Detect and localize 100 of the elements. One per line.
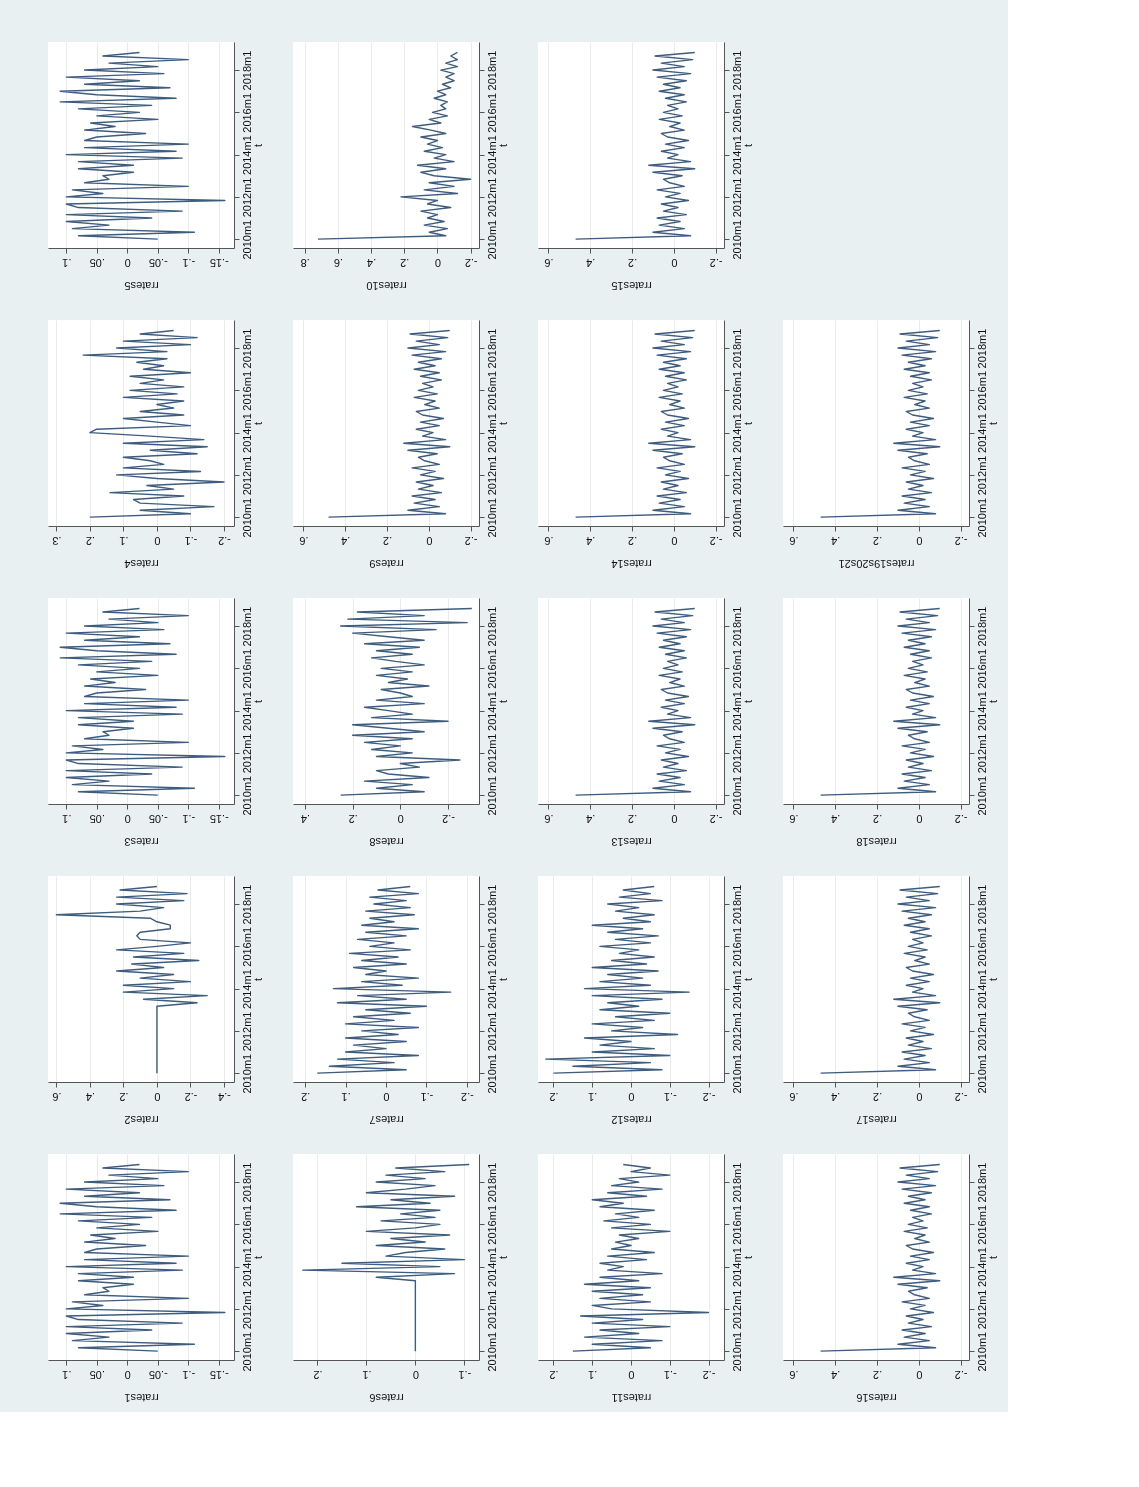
y-tick-label: 2012m1 xyxy=(240,1289,253,1330)
y-tick-label: 2014m1 xyxy=(730,1247,743,1287)
y-tick-label: 2012m1 xyxy=(240,1011,253,1052)
y-tick-label: 2018m1 xyxy=(240,50,253,91)
y-axis-title: t xyxy=(986,699,999,704)
y-tick-label: 2010m1 xyxy=(240,775,253,816)
y-tick-label: 2018m1 xyxy=(975,328,988,369)
x-tick-label: -.2 xyxy=(702,1368,716,1381)
y-tick-label: 2012m1 xyxy=(485,733,498,774)
y-axis-title: t xyxy=(496,143,509,148)
x-axis-title: rrates5 xyxy=(124,279,159,292)
y-tick-label: 2014m1 xyxy=(485,691,498,731)
y-tick-label: 2016m1 xyxy=(975,1204,988,1245)
x-tick-label: 0 xyxy=(916,812,923,825)
y-tick-label: 2018m1 xyxy=(730,884,743,925)
x-tick-label: 0 xyxy=(671,534,678,547)
y-tick-label: 2010m1 xyxy=(485,219,498,260)
y-tick-label: 2014m1 xyxy=(730,413,743,453)
y-tick-label: 2012m1 xyxy=(975,1011,988,1052)
x-tick-label: .8 xyxy=(300,256,310,269)
x-tick-label: .05 xyxy=(89,812,105,825)
y-tick-label: 2016m1 xyxy=(730,926,743,967)
x-tick-label: 0 xyxy=(916,1368,923,1381)
x-axis-title: rrates19s20s21 xyxy=(838,557,915,570)
x-tick-label: .2 xyxy=(872,812,883,825)
y-tick-label: 2014m1 xyxy=(730,135,743,175)
y-tick-label: 2012m1 xyxy=(485,1289,498,1330)
y-axis-title: t xyxy=(496,699,509,704)
y-tick-label: 2016m1 xyxy=(730,370,743,411)
y-tick-label: 2014m1 xyxy=(975,413,988,453)
x-tick-label: .4 xyxy=(366,256,377,269)
x-tick-label: .2 xyxy=(627,534,638,547)
x-tick-label: 0 xyxy=(426,534,433,547)
y-tick-label: 2012m1 xyxy=(730,177,743,218)
x-tick-label: -.2 xyxy=(184,1090,198,1103)
y-tick-label: 2014m1 xyxy=(975,691,988,731)
x-axis-title: rrates16 xyxy=(856,1391,897,1404)
x-tick-label: -.2 xyxy=(464,534,478,547)
x-tick-label: -.15 xyxy=(209,1368,229,1381)
x-tick-label: -.2 xyxy=(954,812,968,825)
y-tick-label: 2012m1 xyxy=(485,455,498,496)
y-tick-label: 2014m1 xyxy=(240,413,253,453)
y-tick-label: 2012m1 xyxy=(240,177,253,218)
x-tick-label: .2 xyxy=(313,1368,323,1381)
x-tick-label: -.2 xyxy=(954,1368,968,1381)
x-tick-label: .2 xyxy=(627,256,638,269)
x-tick-label: -.2 xyxy=(709,256,723,269)
x-tick-label: 0 xyxy=(412,1368,419,1381)
x-tick-label: .4 xyxy=(85,1090,95,1103)
x-axis-title: rrates15 xyxy=(611,279,652,292)
x-tick-label: 0 xyxy=(916,1090,923,1103)
y-tick-label: 2018m1 xyxy=(975,1162,988,1203)
x-tick-label: .1 xyxy=(62,1368,72,1381)
y-tick-label: 2016m1 xyxy=(975,926,988,967)
x-tick-label: 0 xyxy=(916,534,923,547)
y-axis-title: t xyxy=(741,143,754,148)
x-tick-label: 0 xyxy=(434,256,442,269)
y-axis-title: t xyxy=(741,699,754,704)
x-tick-label: .1 xyxy=(362,1368,372,1381)
x-tick-label: 0 xyxy=(397,812,404,825)
x-axis-title: rrates13 xyxy=(611,835,652,848)
y-tick-label: 2012m1 xyxy=(730,1011,743,1052)
x-tick-label: .1 xyxy=(119,534,129,547)
x-tick-label: -.4 xyxy=(218,1090,231,1103)
y-tick-label: 2016m1 xyxy=(485,1204,498,1245)
x-tick-label: -.2 xyxy=(954,1090,968,1103)
x-axis-title: rrates18 xyxy=(856,835,897,848)
y-tick-label: 2012m1 xyxy=(485,1011,498,1052)
x-tick-label: .6 xyxy=(544,256,554,269)
x-tick-label: 0 xyxy=(383,1090,390,1103)
y-tick-label: 2010m1 xyxy=(975,497,988,538)
y-tick-label: 2012m1 xyxy=(975,733,988,774)
x-tick-label: .6 xyxy=(299,534,309,547)
y-tick-label: 2012m1 xyxy=(730,455,743,496)
y-tick-label: 2018m1 xyxy=(730,606,743,647)
y-tick-label: 2014m1 xyxy=(240,1247,253,1287)
x-tick-label: -.2 xyxy=(218,534,231,547)
y-tick-label: 2018m1 xyxy=(485,1162,498,1203)
y-tick-label: 2014m1 xyxy=(975,1247,988,1287)
x-tick-label: 0 xyxy=(154,1090,161,1103)
y-tick-label: 2010m1 xyxy=(730,497,743,538)
x-tick-label: -.1 xyxy=(663,1090,677,1103)
x-tick-label: -.2 xyxy=(954,534,968,547)
y-axis-title: t xyxy=(986,421,999,426)
y-tick-label: 2018m1 xyxy=(485,50,498,91)
y-tick-label: 2016m1 xyxy=(240,1204,253,1245)
x-axis-title: rrates10 xyxy=(366,279,407,292)
y-tick-label: 2016m1 xyxy=(975,370,988,411)
x-tick-label: -.2 xyxy=(442,812,455,825)
x-tick-label: -.1 xyxy=(184,534,198,547)
x-tick-label: 0 xyxy=(628,1368,635,1381)
y-tick-label: 2018m1 xyxy=(485,328,498,369)
y-tick-label: 2018m1 xyxy=(730,1162,743,1203)
y-tick-label: 2014m1 xyxy=(485,969,498,1009)
x-tick-label: .4 xyxy=(300,812,311,825)
x-tick-label: .2 xyxy=(400,256,410,269)
y-tick-label: 2012m1 xyxy=(240,455,253,496)
y-tick-label: 2014m1 xyxy=(485,135,498,175)
y-tick-label: 2016m1 xyxy=(485,92,498,133)
x-tick-label: -.2 xyxy=(464,256,478,269)
